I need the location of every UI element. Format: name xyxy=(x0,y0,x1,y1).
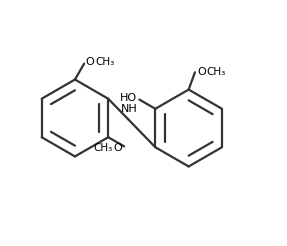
Text: O: O xyxy=(198,67,206,77)
Text: CH₃: CH₃ xyxy=(93,143,113,153)
Text: O: O xyxy=(114,143,123,153)
Text: O: O xyxy=(86,57,95,67)
Text: CH₃: CH₃ xyxy=(207,67,226,77)
Text: HO: HO xyxy=(120,93,137,103)
Text: NH: NH xyxy=(121,104,138,114)
Text: CH₃: CH₃ xyxy=(95,57,115,67)
